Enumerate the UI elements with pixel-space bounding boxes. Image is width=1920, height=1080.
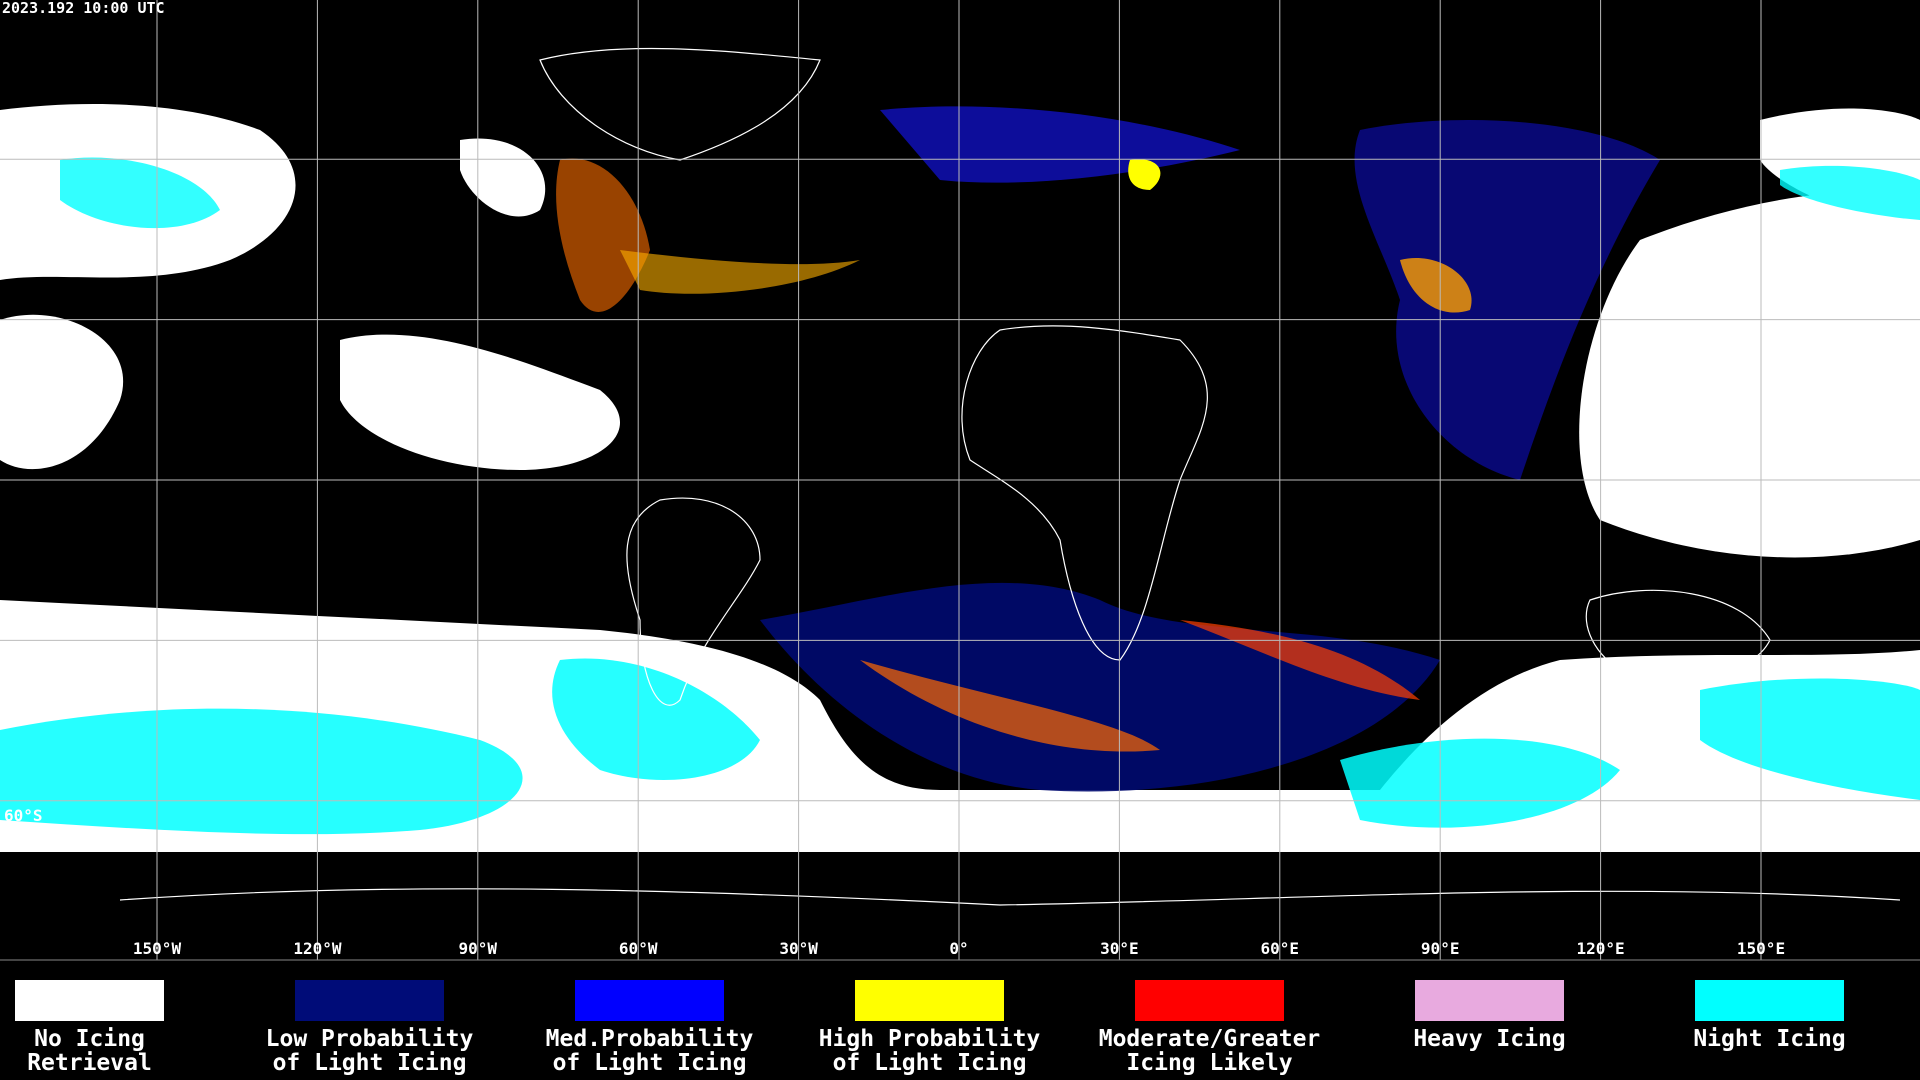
graticule: 150°W 120°W 90°W 60°W 30°W 0° 30°E 60°E 90°E 120°… [0,0,1920,961]
cloud [340,334,621,470]
legend-label: Med.Probability [546,1026,754,1052]
timestamp: 2023.192 10:00 UTC [2,0,165,17]
legend-label: Icing Likely [1126,1050,1292,1076]
coastline [1585,589,1771,677]
longitude-label: 30°E [1100,939,1139,958]
longitude-label: 150°W [133,939,182,958]
icing-area [860,660,1160,752]
legend-label: Night Icing [1693,1026,1845,1052]
legend-swatch [575,980,724,1021]
cloud [0,314,124,470]
legend-label: of Light Icing [833,1050,1027,1076]
icing-area [1128,159,1161,190]
cloud [1700,678,1920,800]
legend-swatch [15,980,164,1021]
longitude-label: 90°W [459,939,498,958]
legend-swatch [1135,980,1284,1021]
legend-swatch [855,980,1004,1021]
longitude-label: 0° [949,939,968,958]
longitude-label: 30°W [779,939,818,958]
cloud [1579,192,1920,558]
legend-label: High Probability [819,1026,1041,1052]
latitude-label: 30°N [4,325,43,344]
legend-swatch [1415,980,1564,1021]
legend-label: No Icing [34,1026,145,1052]
longitude-label: 90°E [1421,939,1460,958]
coastline [119,888,1901,906]
icing-area [556,158,650,312]
cloud [1780,165,1920,220]
legend-swatch [295,980,444,1021]
icing-area [620,250,860,294]
longitude-label: 120°W [293,939,342,958]
legend-label: of Light Icing [553,1050,747,1076]
icing-imagery [0,47,1920,906]
legend-label: Moderate/Greater [1099,1026,1321,1052]
cloud [552,658,760,780]
coastline [539,47,821,161]
cloud [60,157,220,229]
longitude-label: 60°W [619,939,658,958]
latitude-label: 30°S [4,645,43,664]
longitude-label: 60°E [1261,939,1300,958]
legend-swatch [1695,980,1844,1021]
legend-label: Heavy Icing [1413,1026,1565,1052]
icing-area [1354,120,1660,480]
legend-label: Retrieval [27,1050,152,1076]
latitude-label: 60°S [4,806,43,825]
coastline [961,325,1208,661]
legend-label: of Light Icing [273,1050,467,1076]
longitude-label: 150°E [1737,939,1785,958]
cloud [460,138,546,217]
longitude-label: 120°E [1577,939,1625,958]
icing-area [1400,258,1472,313]
cloud [1340,738,1620,828]
cloud [0,708,523,835]
coastline [626,497,761,706]
legend-label: Low Probability [266,1026,474,1052]
latitude-label: 60°N [4,164,43,183]
